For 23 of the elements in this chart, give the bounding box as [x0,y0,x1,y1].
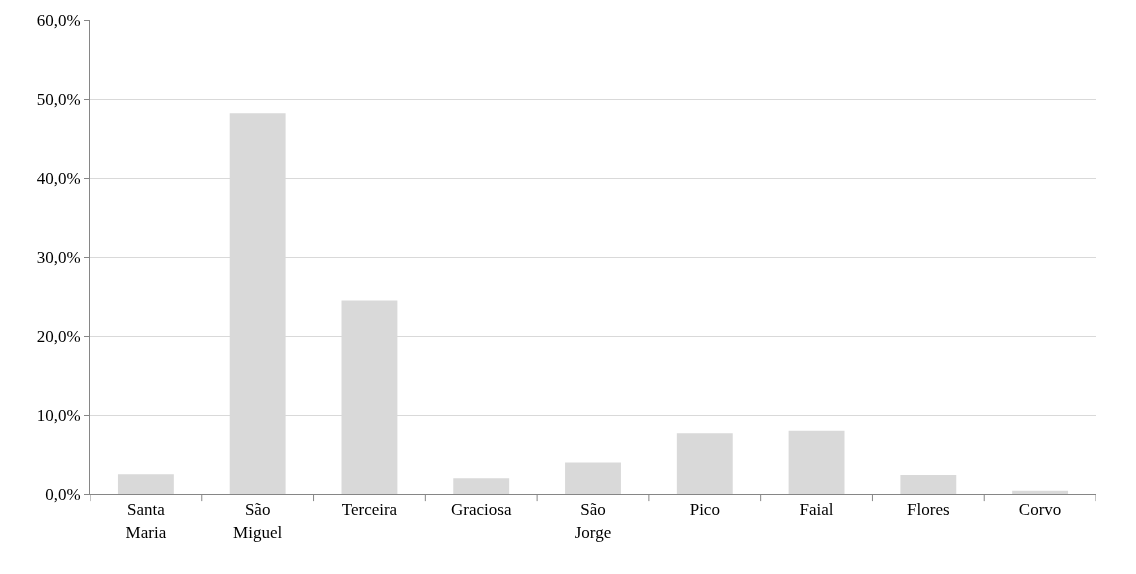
x-tick-label: São Miguel [233,500,283,542]
x-tick-label: Graciosa [451,500,512,520]
y-tick-label: 40,0% [36,168,81,188]
bar [676,433,733,494]
y-tick-label: 0,0% [45,484,81,504]
x-tick-label: Pico [689,500,720,520]
bar [565,462,621,494]
bar [1012,490,1069,494]
bar [117,474,174,494]
x-tick-label: São Jorge [574,500,612,542]
y-tick-label: 20,0% [36,326,81,346]
bar [900,475,957,494]
x-tick-label: Faial [799,500,834,520]
y-tick-label: 30,0% [36,247,81,267]
x-tick-label: Terceira [341,500,398,520]
y-tick-label: 10,0% [36,405,81,425]
y-tick-label: 50,0% [36,89,81,109]
bar [788,430,845,494]
y-tick-label: 60,0% [36,10,81,30]
x-tick-label: Flores [907,500,950,520]
bar [453,478,510,494]
x-tick-label: Santa Maria [125,500,167,542]
x-tick-label: Corvo [1018,500,1062,520]
